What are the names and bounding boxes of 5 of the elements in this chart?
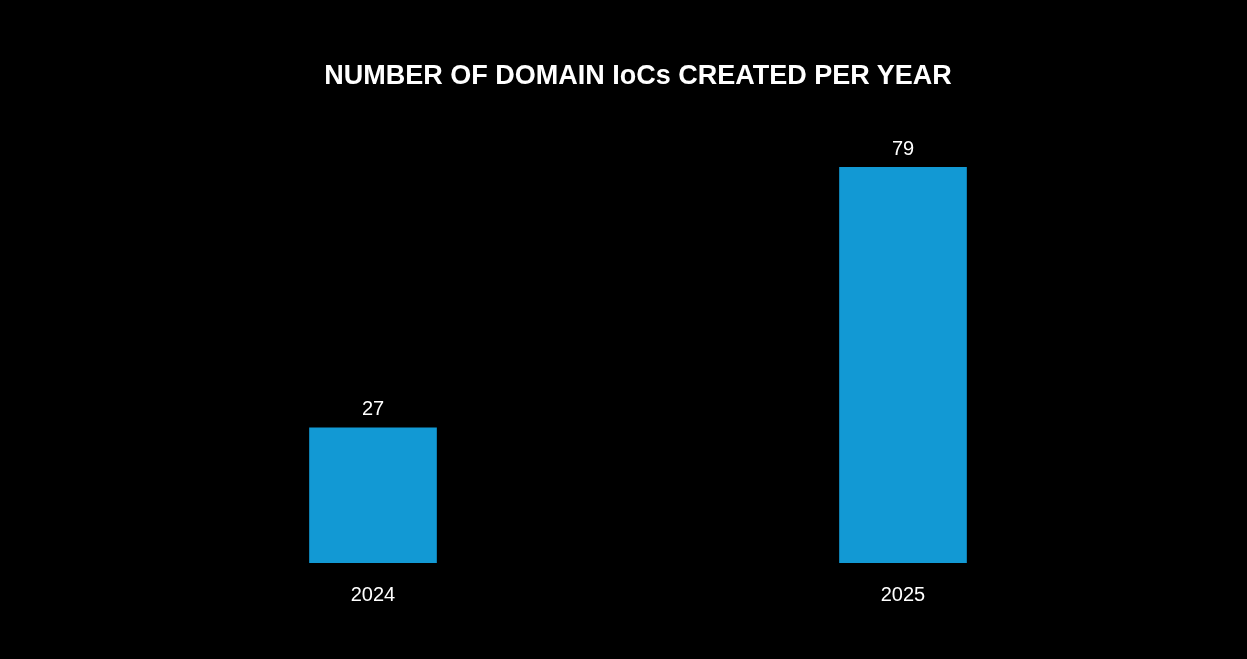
x-tick-label: 2025 [880, 582, 926, 605]
data-label: 27 [361, 397, 385, 420]
x-tick-label: 2024 [350, 582, 396, 605]
chart-title: NUMBER OF DOMAIN IoCs CREATED PER YEAR [324, 59, 952, 90]
data-label: 79 [891, 136, 915, 159]
